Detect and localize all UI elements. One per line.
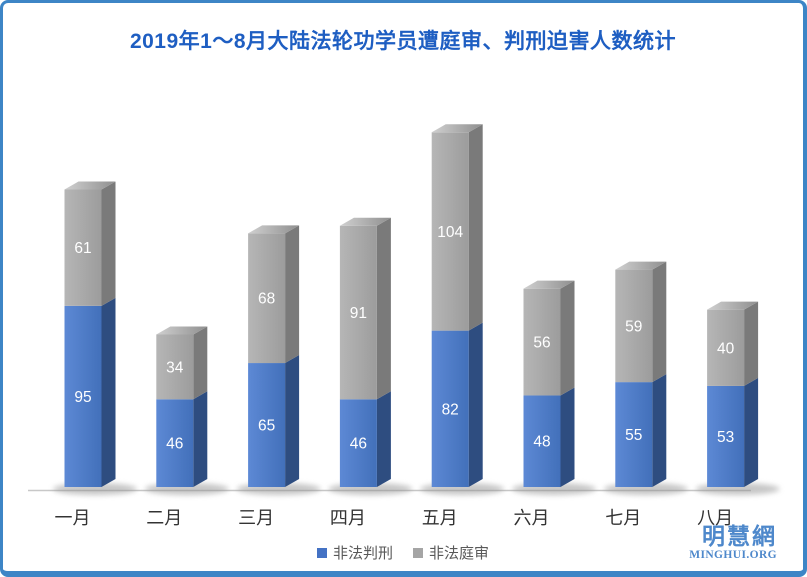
- x-axis-label: 七月: [605, 508, 641, 528]
- legend-label-sentenced: 非法判刑: [332, 545, 393, 562]
- bar-top-face: [523, 280, 575, 289]
- x-axis-label: 二月: [146, 508, 182, 528]
- bar-value-label-sentenced: 48: [533, 434, 550, 451]
- bar-value-label-tried: 34: [166, 359, 184, 376]
- bar-segment-sentenced-side: [652, 374, 667, 487]
- bar-segment-tried: [431, 132, 469, 331]
- bar-top-face: [248, 225, 300, 234]
- bar-value-label-sentenced: 55: [625, 427, 642, 444]
- bar-value-label-sentenced: 65: [258, 418, 275, 435]
- bar-segment-tried: [156, 334, 194, 400]
- bar-value-label-sentenced: 46: [166, 436, 183, 453]
- bar-value-label-tried: 56: [533, 335, 550, 352]
- bar-value-label-tried: 91: [350, 305, 367, 322]
- bar-value-label-tried: 68: [258, 291, 275, 308]
- minghui-logo-cn: 明慧網: [702, 523, 777, 549]
- bar-value-label-tried: 104: [437, 224, 463, 241]
- legend-swatch-gray-icon: [413, 547, 423, 558]
- stacked-bar-chart: 95 61 一月 46 34 二月 65 68 三月 46 91 四月 82 104 五月 48 56 六月 55 5…: [28, 124, 780, 528]
- bar-segment-sentenced-side: [744, 377, 759, 487]
- x-axis-label: 三月: [238, 508, 274, 528]
- bar-value-label-tried: 40: [717, 340, 735, 357]
- bar-segment-tried: [64, 189, 102, 306]
- x-axis-label: 六月: [514, 508, 550, 528]
- bar-segment-sentenced: [615, 382, 653, 487]
- x-axis-label: 八月: [697, 508, 733, 528]
- x-axis-label: 一月: [55, 508, 91, 528]
- bar-value-label-tried: 61: [74, 240, 91, 257]
- bar-segment-sentenced: [156, 399, 194, 487]
- bar-value-label-sentenced: 95: [74, 389, 91, 406]
- bar-segment-tried-side: [376, 217, 391, 400]
- bar-value-label-sentenced: 53: [717, 429, 734, 446]
- bar-segment-sentenced-side: [376, 391, 391, 487]
- x-axis-label: 五月: [422, 508, 458, 528]
- minghui-logo: 明慧網 MINGHUI.ORG: [689, 524, 777, 561]
- bar-segment-tried-side: [193, 326, 208, 400]
- x-axis-label: 四月: [330, 508, 366, 528]
- bar-segment-sentenced-side: [560, 387, 575, 487]
- legend-item-sentenced: 非法判刑: [316, 542, 393, 563]
- bar-segment-sentenced-side: [193, 391, 208, 487]
- bar-segment-tried-side: [560, 280, 575, 396]
- bar-segment-tried: [707, 309, 745, 386]
- bar-top-face: [431, 124, 483, 133]
- legend-item-tried: 非法庭审: [413, 542, 489, 563]
- legend: 非法判刑 非法庭审: [3, 542, 803, 563]
- bar-value-label-sentenced: 46: [350, 436, 367, 453]
- bar-value-label-sentenced: 82: [442, 401, 459, 418]
- bar-top-face: [615, 261, 667, 270]
- bar-segment-tried: [248, 233, 286, 364]
- bar-segment-sentenced: [248, 363, 286, 487]
- bar-segment-tried-side: [652, 261, 667, 383]
- bar-segment-sentenced: [431, 330, 469, 487]
- bar-value-label-tried: 59: [625, 318, 642, 335]
- chart-title: 2019年1～8月大陆法轮功学员遭庭审、判刑迫害人数统计: [129, 30, 677, 53]
- bar-segment-tried-side: [744, 301, 759, 386]
- bar-segment-tried-side: [101, 181, 116, 306]
- bar-top-face: [339, 217, 391, 226]
- bar-segment-sentenced-side: [101, 297, 116, 487]
- bar-segment-tried: [615, 269, 653, 383]
- legend-label-tried: 非法庭审: [429, 545, 490, 562]
- legend-swatch-blue-icon: [316, 547, 327, 558]
- minghui-logo-en: MINGHUI.ORG: [689, 549, 777, 562]
- bar-top-face: [156, 326, 208, 335]
- bar-segment-sentenced: [339, 399, 377, 487]
- bar-segment-sentenced: [64, 305, 102, 487]
- bar-segment-sentenced: [523, 395, 561, 487]
- bar-segment-tried: [523, 288, 561, 396]
- bar-segment-sentenced: [707, 385, 745, 487]
- bar-segment-tried-side: [468, 124, 483, 331]
- bar-segment-sentenced-side: [468, 322, 483, 487]
- bar-top-face: [707, 301, 759, 310]
- bar-segment-tried: [339, 225, 377, 400]
- bar-segment-sentenced-side: [285, 355, 300, 487]
- bar-top-face: [64, 181, 116, 190]
- bar-segment-tried-side: [285, 225, 300, 364]
